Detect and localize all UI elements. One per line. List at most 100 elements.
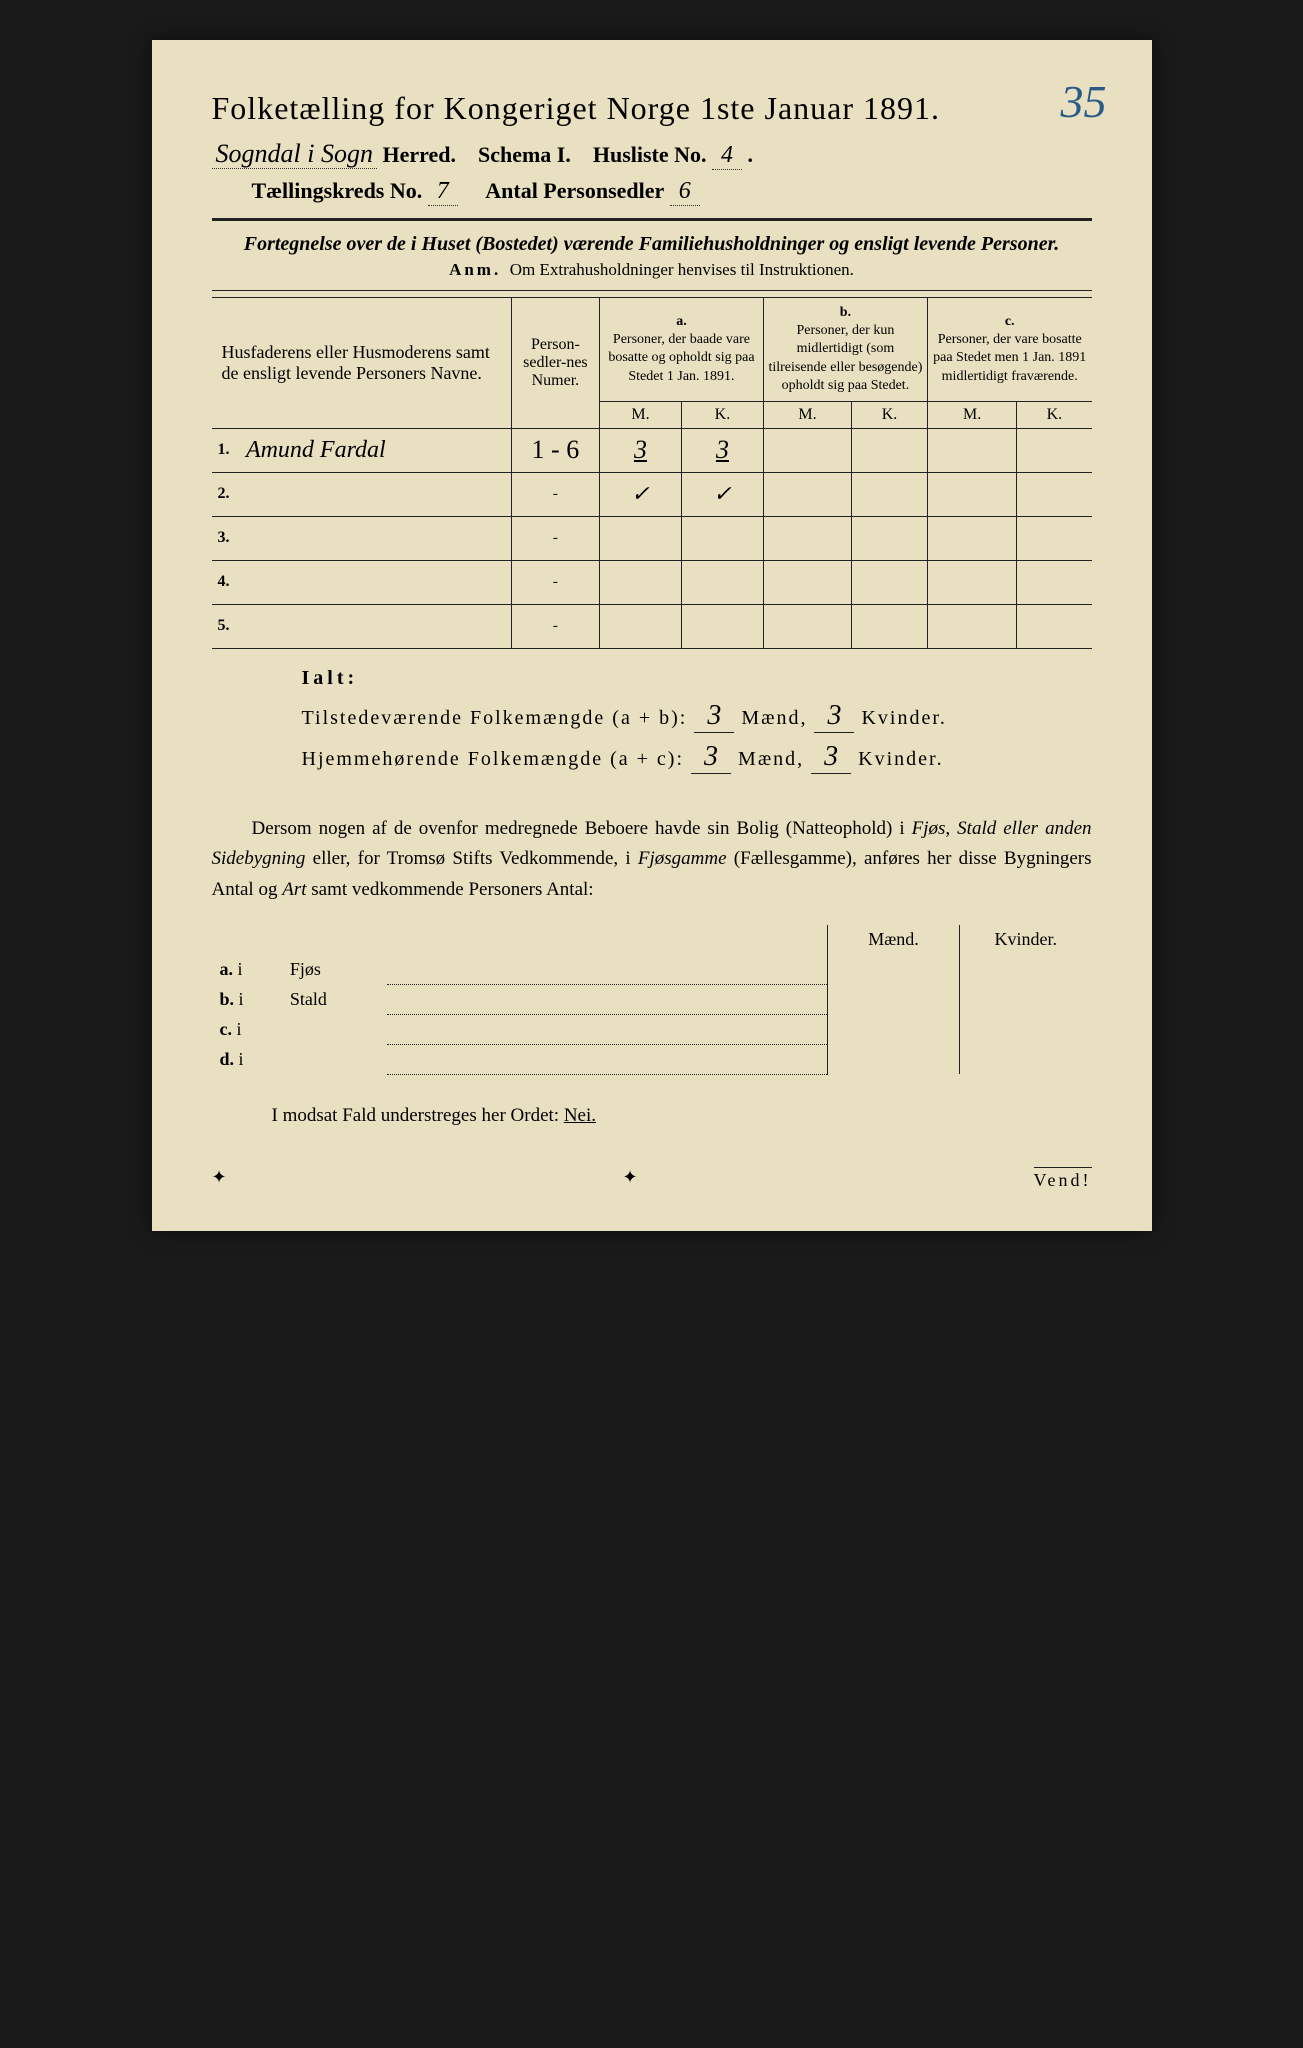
cell-a-k: 3 xyxy=(681,428,763,472)
household-name xyxy=(238,604,511,648)
kvinder-label: Kvinder. xyxy=(861,707,946,729)
cell-b-k xyxy=(852,516,928,560)
rule xyxy=(212,290,1092,291)
bygn-dots xyxy=(387,1044,827,1074)
bygn-label: b. i xyxy=(212,984,282,1014)
mk-header: M. xyxy=(927,401,1016,428)
bygn-m xyxy=(827,1044,959,1074)
cell-c-k xyxy=(1017,472,1092,516)
col-c-header: c. Personer, der vare bosatte paa Stedet… xyxy=(927,298,1091,402)
table-row: 2.-✓✓ xyxy=(212,472,1092,516)
anm-label: Anm. xyxy=(449,260,501,279)
herred-label: Herred. xyxy=(382,142,456,167)
cell-a-k: ✓ xyxy=(681,472,763,516)
bygn-maend-header: Mænd. xyxy=(827,925,959,954)
bygn-type: Stald xyxy=(282,984,388,1014)
cell-c-m xyxy=(927,560,1016,604)
cell-a-k xyxy=(681,560,763,604)
hjemme-k: 3 xyxy=(811,741,851,774)
page-number-annotation: 35 xyxy=(1061,75,1107,128)
cell-a-m: 3 xyxy=(599,428,681,472)
cell-b-k xyxy=(852,560,928,604)
row-number: 4. xyxy=(212,560,238,604)
bygn-k xyxy=(959,954,1091,984)
footer-mark-left: ✦ xyxy=(212,1167,230,1191)
cell-b-m xyxy=(763,472,851,516)
ialt-label: Ialt: xyxy=(302,667,1092,690)
bygn-dots xyxy=(387,984,827,1014)
household-table: Husfaderens eller Husmoderens samt de en… xyxy=(212,297,1092,649)
cell-c-m xyxy=(927,472,1016,516)
cell-b-k xyxy=(852,604,928,648)
cell-a-k xyxy=(681,516,763,560)
row-number: 3. xyxy=(212,516,238,560)
page-footer: ✦ ✦ Vend! xyxy=(212,1167,1092,1191)
bygn-m xyxy=(827,984,959,1014)
modsatt-line: I modsat Fald understreges her Ordet: Ne… xyxy=(272,1105,1092,1127)
table-row: 1.Amund Fardal1 - 633 xyxy=(212,428,1092,472)
tilstede-k: 3 xyxy=(814,700,854,733)
person-nums: - xyxy=(511,604,599,648)
cell-b-m xyxy=(763,560,851,604)
row-number: 5. xyxy=(212,604,238,648)
person-nums: 1 - 6 xyxy=(511,428,599,472)
antal-label: Antal Personsedler xyxy=(485,178,664,203)
col-a-label: a. xyxy=(676,314,687,329)
tilstede-m: 3 xyxy=(694,700,734,733)
antal-no: 6 xyxy=(670,178,700,206)
hjemme-m: 3 xyxy=(691,741,731,774)
kreds-line: Tællingskreds No. 7 Antal Personsedler 6 xyxy=(212,178,1092,206)
bygn-kvinder-header: Kvinder. xyxy=(959,925,1091,954)
bygn-k xyxy=(959,1044,1091,1074)
cell-b-k xyxy=(852,428,928,472)
modsatt-text: I modsat Fald understreges her Ordet: xyxy=(272,1105,560,1126)
husliste-no: 4 xyxy=(712,142,742,170)
tkreds-no: 7 xyxy=(428,178,458,206)
household-name xyxy=(238,472,511,516)
nei-word: Nei. xyxy=(564,1105,596,1126)
bygn-label: d. i xyxy=(212,1044,282,1074)
cell-c-m xyxy=(927,516,1016,560)
bygn-type xyxy=(282,1044,388,1074)
cell-c-k xyxy=(1017,428,1092,472)
row-number: 1. xyxy=(212,428,238,472)
bygn-dots xyxy=(387,954,827,984)
bygn-row: c. i xyxy=(212,1014,1092,1044)
person-nums: - xyxy=(511,516,599,560)
cell-c-m xyxy=(927,604,1016,648)
table-row: 5. - xyxy=(212,604,1092,648)
dersom-paragraph: Dersom nogen af de ovenfor medregnede Be… xyxy=(212,814,1092,905)
mk-header: K. xyxy=(681,401,763,428)
cell-b-m xyxy=(763,516,851,560)
main-title: Folketælling for Kongeriget Norge 1ste J… xyxy=(212,90,1092,127)
cell-a-m: ✓ xyxy=(599,472,681,516)
bygn-label: c. i xyxy=(212,1014,282,1044)
tkreds-label: Tællingskreds No. xyxy=(252,178,423,203)
bygn-type xyxy=(282,1014,388,1044)
fortegnelse-heading: Fortegnelse over de i Huset (Bostedet) v… xyxy=(212,233,1092,256)
bygn-row: d. i xyxy=(212,1044,1092,1074)
anm-line: Anm. Om Extrahusholdninger henvises til … xyxy=(212,260,1092,280)
mk-header: K. xyxy=(1017,401,1092,428)
maend-label: Mænd, xyxy=(741,707,807,729)
bygn-type: Fjøs xyxy=(282,954,388,984)
person-nums: - xyxy=(511,472,599,516)
hjemme-row: Hjemmehørende Folkemængde (a + c): 3 Mæn… xyxy=(302,741,1092,774)
table-row: 3. - xyxy=(212,516,1092,560)
kvinder-label: Kvinder. xyxy=(858,748,943,770)
schema-label: Schema I. xyxy=(478,142,571,167)
anm-text: Om Extrahusholdninger henvises til Instr… xyxy=(510,260,854,279)
buildings-table: Mænd. Kvinder. a. iFjøsb. iStaldc. id. i xyxy=(212,925,1092,1075)
rule xyxy=(212,218,1092,221)
mk-header: M. xyxy=(763,401,851,428)
col-c-label: c. xyxy=(1005,314,1015,329)
cell-c-k xyxy=(1017,604,1092,648)
bygn-m xyxy=(827,1014,959,1044)
col-b-label: b. xyxy=(840,305,851,320)
bygn-dots xyxy=(387,1014,827,1044)
bygn-row: b. iStald xyxy=(212,984,1092,1014)
bygn-label: a. i xyxy=(212,954,282,984)
table-row: 4.- xyxy=(212,560,1092,604)
tilstede-label: Tilstedeværende Folkemængde (a + b): xyxy=(302,707,688,729)
bygn-row: a. iFjøs xyxy=(212,954,1092,984)
